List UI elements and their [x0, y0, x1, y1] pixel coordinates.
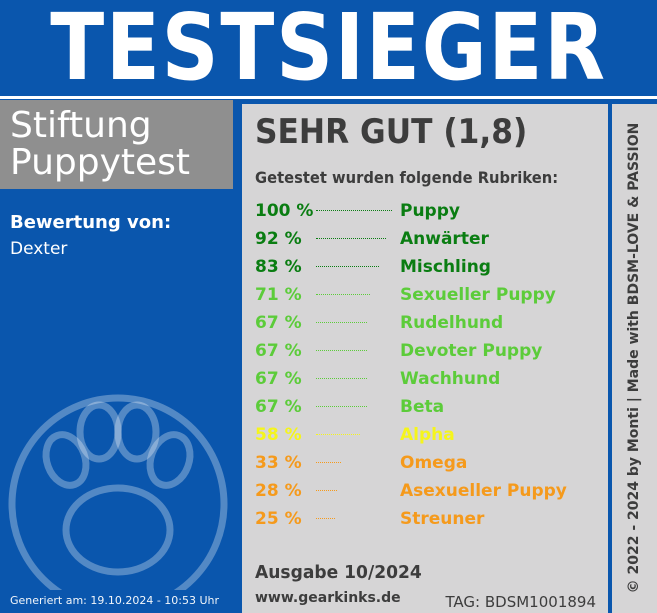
rater-name: Dexter	[10, 239, 68, 259]
result-percent: 28 %	[255, 481, 302, 501]
paw-icon	[8, 394, 228, 590]
result-percent: 67 %	[255, 369, 302, 389]
result-category-label: Anwärter	[400, 229, 489, 249]
left-panel: Bewertung von: Dexter Generiert am: 19.1…	[0, 198, 233, 613]
rating-label: Bewertung von:	[10, 212, 172, 233]
result-percent: 71 %	[255, 285, 302, 305]
categories-heading: Getestet wurden folgende Rubriken:	[255, 168, 559, 187]
result-category-label: Alpha	[400, 425, 455, 445]
result-category-label: Devoter Puppy	[400, 341, 543, 361]
result-panel: SEHR GUT (1,8) Getestet wurden folgende …	[242, 104, 608, 613]
result-row: 25 % Streuner	[255, 508, 605, 536]
result-row: 71 % Sexueller Puppy	[255, 284, 605, 312]
brand-name-line1: Stiftung	[10, 105, 152, 146]
brand-box: Stiftung Puppytest	[0, 100, 233, 189]
result-leader-line	[316, 322, 367, 323]
result-leader-line	[316, 210, 392, 211]
tag-label: TAG: BDSM1001894	[445, 593, 596, 611]
result-leader-line	[316, 238, 386, 239]
result-leader-line	[316, 490, 337, 491]
result-percent: 67 %	[255, 397, 302, 417]
result-leader-line	[316, 294, 370, 295]
result-list: 100 % Puppy 92 % Anwärter 83 % Mischling 71 % S…	[255, 200, 605, 536]
result-percent: 67 %	[255, 313, 302, 333]
result-percent: 92 %	[255, 229, 302, 249]
issue-label: Ausgabe 10/2024	[255, 562, 422, 583]
result-category-label: Sexueller Puppy	[400, 285, 556, 305]
result-row: 67 % Wachhund	[255, 368, 605, 396]
result-percent: 25 %	[255, 509, 302, 529]
header-banner: TESTSIEGER	[0, 0, 657, 101]
result-row: 67 % Rudelhund	[255, 312, 605, 340]
result-row: 67 % Beta	[255, 396, 605, 424]
result-percent: 67 %	[255, 341, 302, 361]
result-category-label: Puppy	[400, 201, 460, 221]
result-category-label: Omega	[400, 453, 468, 473]
grade-heading: SEHR GUT (1,8)	[255, 112, 528, 152]
brand-name-line2: Puppytest	[10, 142, 191, 183]
result-row: 58 % Alpha	[255, 424, 605, 452]
generated-timestamp: Generiert am: 19.10.2024 - 10:53 Uhr	[10, 594, 220, 607]
result-row: 83 % Mischling	[255, 256, 605, 284]
result-percent: 83 %	[255, 257, 302, 277]
result-category-label: Beta	[400, 397, 445, 417]
result-row: 100 % Puppy	[255, 200, 605, 228]
result-category-label: Mischling	[400, 257, 491, 277]
result-leader-line	[316, 266, 379, 267]
copyright-text: © 2022 - 2024 by Monti | Made with BDSM-…	[626, 122, 642, 594]
result-percent: 33 %	[255, 453, 302, 473]
result-leader-line	[316, 406, 367, 407]
website-link[interactable]: www.gearkinks.de	[255, 590, 401, 606]
result-percent: 100 %	[255, 201, 314, 221]
result-row: 67 % Devoter Puppy	[255, 340, 605, 368]
result-leader-line	[316, 350, 367, 351]
header-title: TESTSIEGER	[50, 0, 607, 101]
result-leader-line	[316, 518, 335, 519]
result-category-label: Streuner	[400, 509, 485, 529]
result-leader-line	[316, 462, 341, 463]
result-row: 33 % Omega	[255, 452, 605, 480]
result-percent: 58 %	[255, 425, 302, 445]
result-leader-line	[316, 434, 360, 435]
result-category-label: Rudelhund	[400, 313, 504, 333]
copyright-strip: © 2022 - 2024 by Monti | Made with BDSM-…	[612, 104, 657, 613]
result-category-label: Asexueller Puppy	[400, 481, 567, 501]
result-leader-line	[316, 378, 367, 379]
result-category-label: Wachhund	[400, 369, 501, 389]
result-row: 92 % Anwärter	[255, 228, 605, 256]
result-row: 28 % Asexueller Puppy	[255, 480, 605, 508]
